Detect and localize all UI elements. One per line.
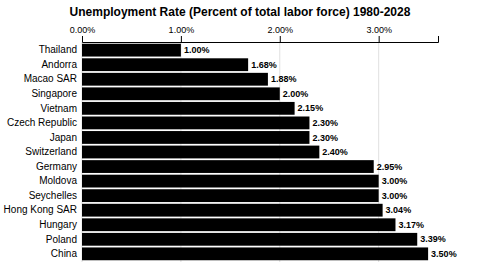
tick-label: 1.00% [169, 25, 195, 35]
data-label: 1.68% [251, 60, 277, 70]
tick: Thailand [39, 44, 77, 55]
category-label: Singapore [31, 88, 77, 99]
tick: Andorra [41, 59, 77, 70]
category-label: Japan [50, 132, 77, 143]
tick: Germany [36, 161, 77, 172]
tick-label: 3.00% [366, 25, 392, 35]
tick: Macao SAR [24, 73, 77, 84]
tick: Moldova [39, 175, 77, 186]
tick: Vietnam [40, 103, 77, 114]
data-label: 1.00% [184, 45, 210, 55]
category-label: Czech Republic [7, 117, 77, 128]
data-label: 3.17% [398, 220, 424, 230]
category-label: Switzerland [25, 146, 77, 157]
bar [82, 189, 379, 202]
category-label: China [51, 248, 78, 259]
bar [82, 233, 417, 246]
tick-mark [379, 36, 380, 42]
tick-label: 2.00% [268, 25, 294, 35]
tick-mark [280, 36, 281, 42]
bar [82, 87, 280, 100]
bar [82, 160, 374, 173]
bars [82, 44, 428, 261]
tick: Hungary [39, 219, 77, 230]
data-label: 3.04% [386, 205, 412, 215]
category-label: Andorra [41, 59, 77, 70]
bar [82, 116, 309, 129]
title: Unemployment Rate (Percent of total labo… [70, 5, 411, 19]
tick: 3.00% [366, 25, 392, 42]
tick: Czech Republic [7, 117, 77, 128]
category-label: Thailand [39, 44, 77, 55]
tick: 1.00% [169, 25, 195, 42]
x-axis: 0.00% 1.00% 2.00% 3.00% [70, 25, 439, 43]
data-label: 2.95% [377, 162, 403, 172]
category-label: Germany [36, 161, 77, 172]
data-label: 3.50% [431, 249, 457, 259]
category-label: Hong Kong SAR [4, 204, 77, 215]
tick-mark [181, 36, 182, 42]
bar [82, 58, 248, 71]
category-label: Poland [46, 234, 77, 245]
tick: Seychelles [29, 190, 77, 201]
bar [82, 131, 309, 144]
bar [82, 44, 181, 57]
category-label: Moldova [39, 175, 77, 186]
plot: 0.00% 1.00% 2.00% 3.00% Thailand Andorra Macao… [4, 25, 457, 262]
tick: 0.00% [70, 25, 96, 42]
bar [82, 102, 295, 115]
tick-label: 0.00% [70, 25, 96, 35]
category-label: Macao SAR [24, 73, 77, 84]
axis-line [83, 36, 439, 43]
bar [82, 175, 379, 188]
tick: 2.00% [268, 25, 294, 42]
tick: Poland [46, 234, 77, 245]
data-label: 2.30% [312, 118, 338, 128]
bar [82, 247, 428, 260]
tick: China [51, 248, 78, 259]
data-label: 3.00% [382, 191, 408, 201]
tick-mark [82, 36, 83, 42]
bar [82, 218, 395, 231]
category-label: Hungary [39, 219, 77, 230]
category-label: Vietnam [40, 103, 77, 114]
bar [82, 146, 319, 159]
tick: Switzerland [25, 146, 77, 157]
data-label: 2.40% [322, 147, 348, 157]
bar [82, 204, 383, 217]
data-label: 3.00% [382, 176, 408, 186]
data-labels: 1.00% 1.68% 1.88% 2.00% 2.15% 2.30% 2.30% 2.40%… [184, 45, 457, 259]
data-label: 2.30% [312, 133, 338, 143]
tick: Hong Kong SAR [4, 204, 77, 215]
data-label: 2.15% [298, 103, 324, 113]
bar [82, 73, 268, 86]
data-label: 2.00% [283, 89, 309, 99]
category-label: Seychelles [29, 190, 77, 201]
tick: Singapore [31, 88, 77, 99]
data-label: 1.88% [271, 74, 297, 84]
data-label: 3.39% [420, 234, 446, 244]
y-axis: Thailand Andorra Macao SAR Singapore Vietnam… [4, 44, 78, 259]
chart: Unemployment Rate (Percent of total labo… [0, 0, 480, 270]
tick: Japan [50, 132, 77, 143]
